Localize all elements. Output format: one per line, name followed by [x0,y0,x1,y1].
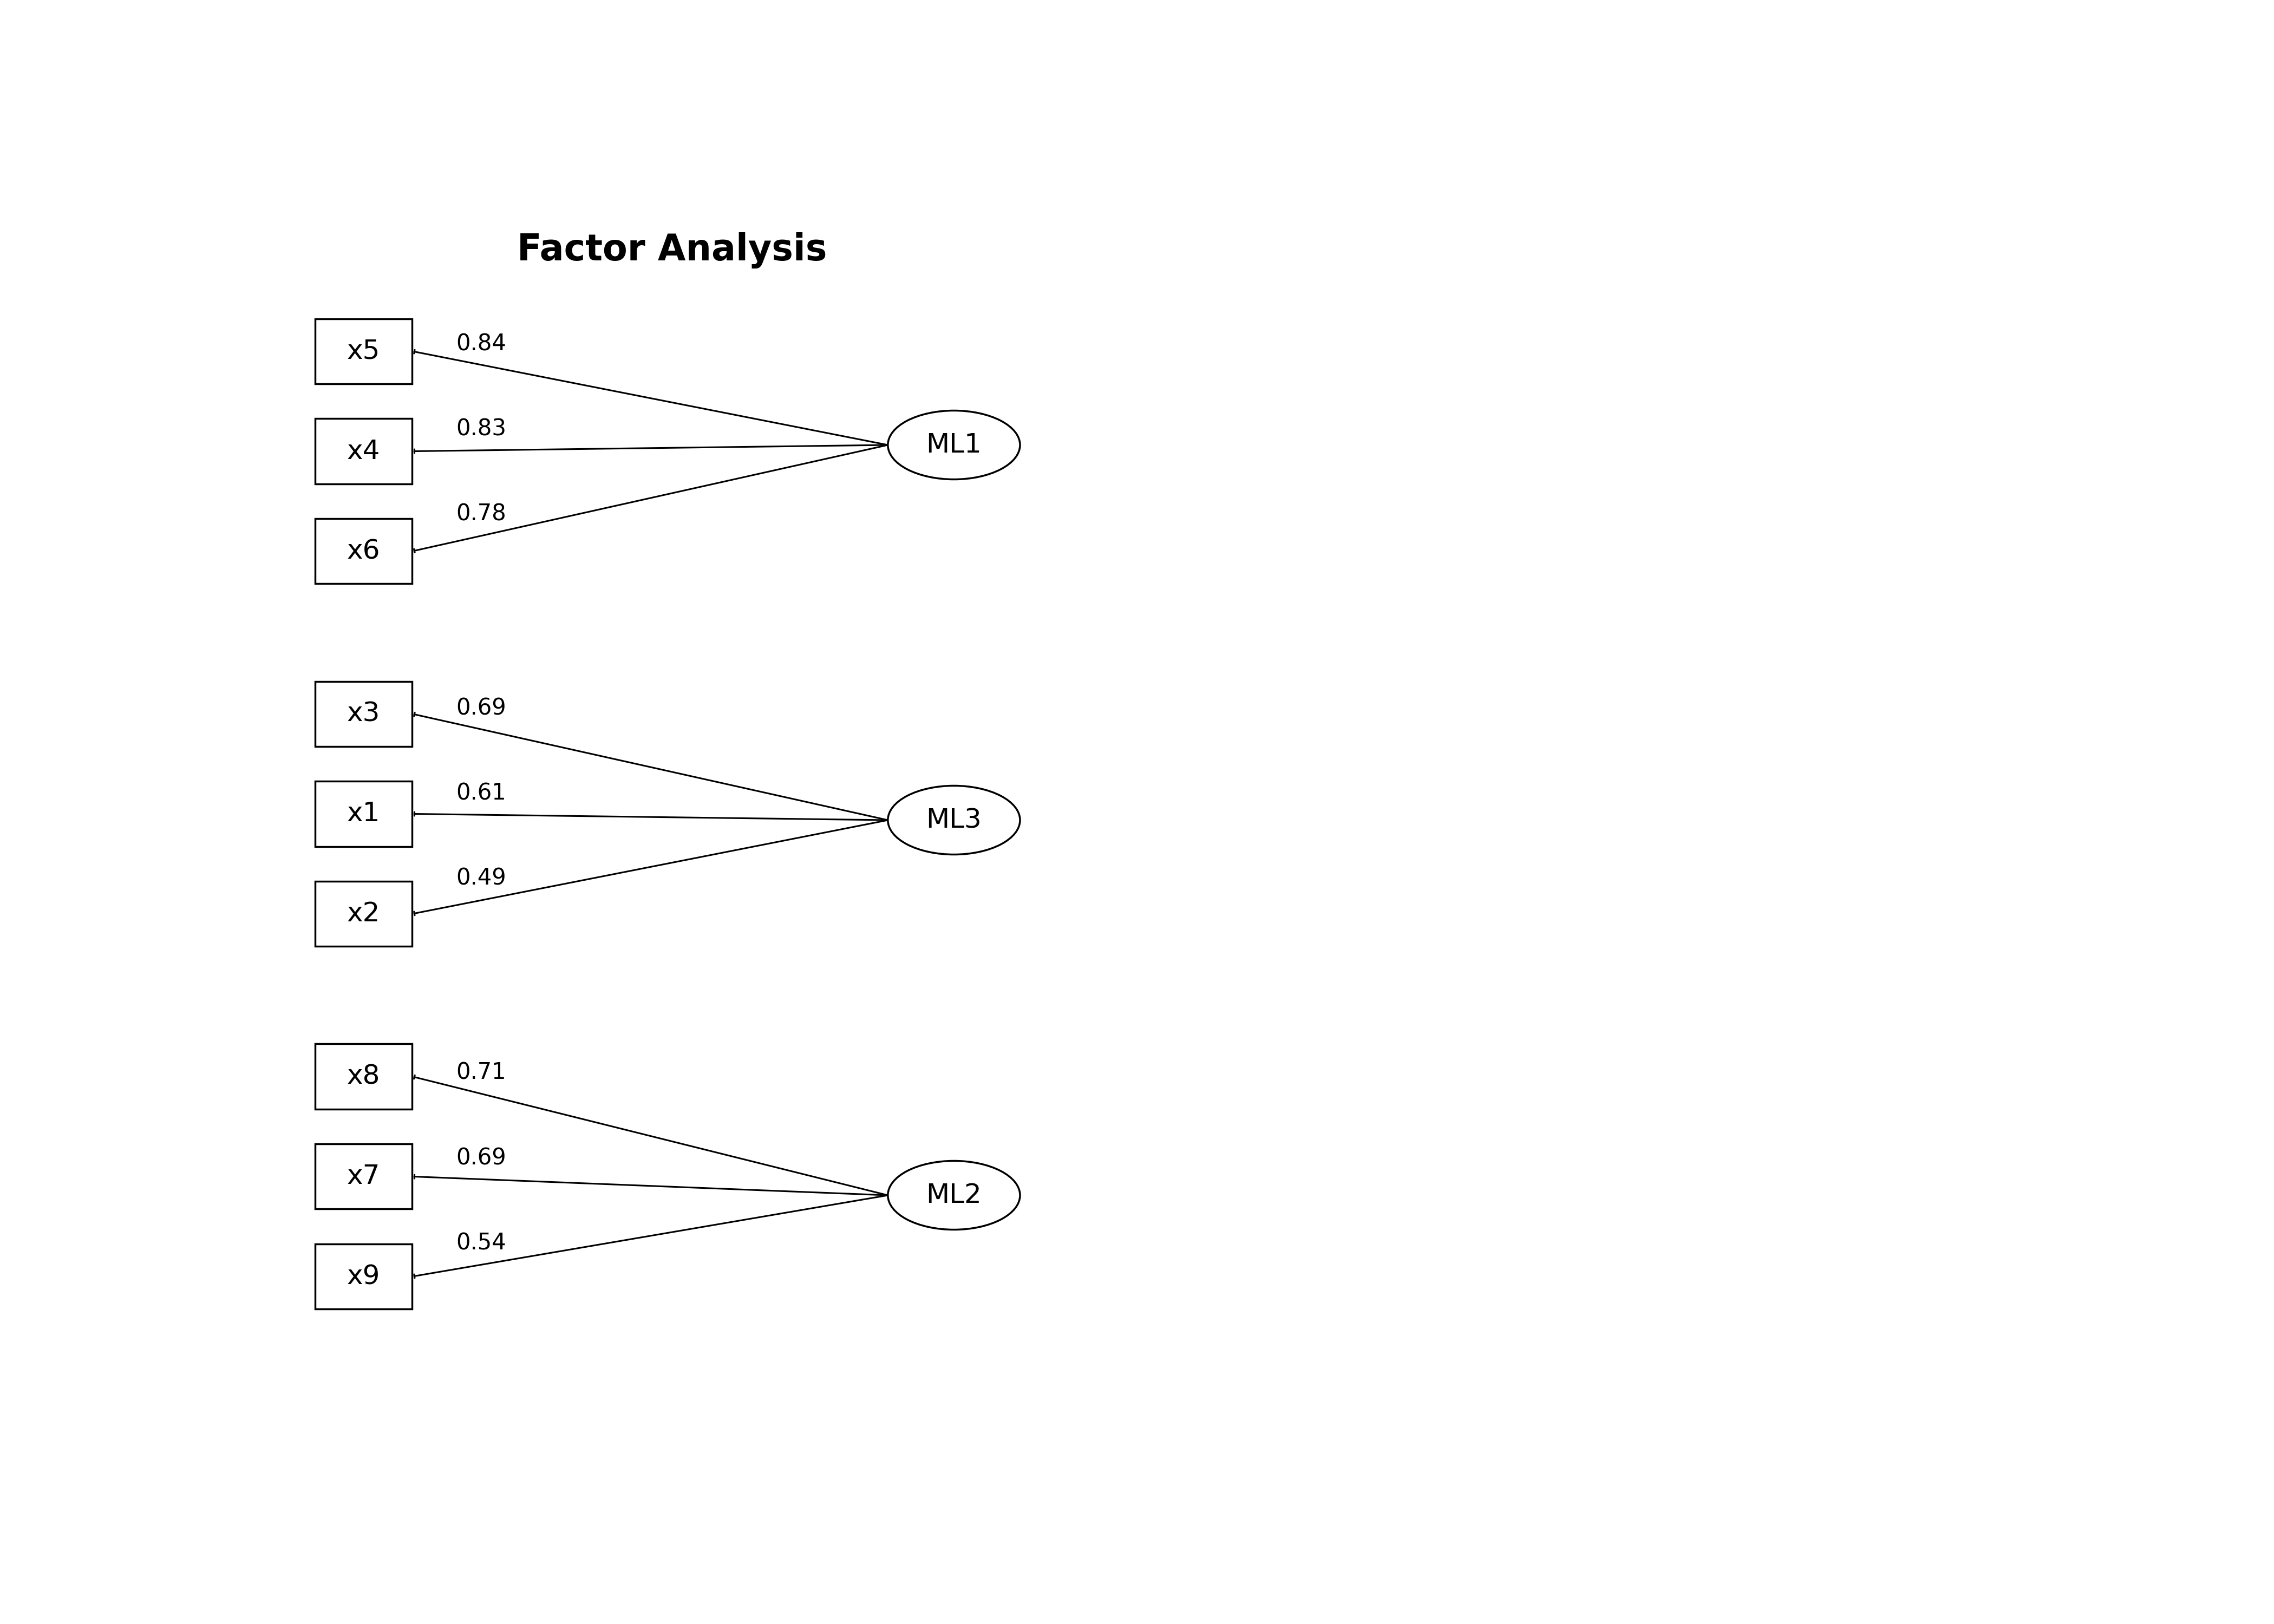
Text: ML3: ML3 [926,807,982,833]
Text: x2: x2 [348,901,380,927]
Text: 0.83: 0.83 [457,417,507,440]
FancyBboxPatch shape [316,1143,412,1208]
Ellipse shape [887,1161,1021,1229]
FancyBboxPatch shape [316,518,412,583]
FancyBboxPatch shape [316,318,412,383]
Ellipse shape [887,786,1021,854]
Text: x6: x6 [348,538,380,564]
Text: 0.54: 0.54 [457,1231,507,1254]
Text: 0.61: 0.61 [457,783,507,806]
Text: 0.49: 0.49 [457,867,507,890]
FancyBboxPatch shape [316,419,412,484]
Text: 0.71: 0.71 [457,1062,507,1085]
Text: Factor Analysis: Factor Analysis [516,232,828,268]
Text: x8: x8 [348,1064,380,1090]
Text: x7: x7 [348,1163,380,1189]
Ellipse shape [887,411,1021,479]
Text: x1: x1 [348,801,380,827]
Text: ML2: ML2 [926,1182,982,1208]
Text: 0.84: 0.84 [457,333,507,356]
Text: 0.78: 0.78 [457,502,507,525]
Text: x9: x9 [348,1263,380,1289]
Text: x3: x3 [348,702,380,728]
Text: ML1: ML1 [926,432,982,458]
Text: x5: x5 [348,338,380,364]
FancyBboxPatch shape [316,1044,412,1109]
FancyBboxPatch shape [316,781,412,846]
FancyBboxPatch shape [316,682,412,747]
FancyBboxPatch shape [316,1244,412,1309]
Text: 0.69: 0.69 [457,697,507,719]
Text: 0.69: 0.69 [457,1147,507,1169]
Text: x4: x4 [348,438,380,464]
FancyBboxPatch shape [316,882,412,947]
